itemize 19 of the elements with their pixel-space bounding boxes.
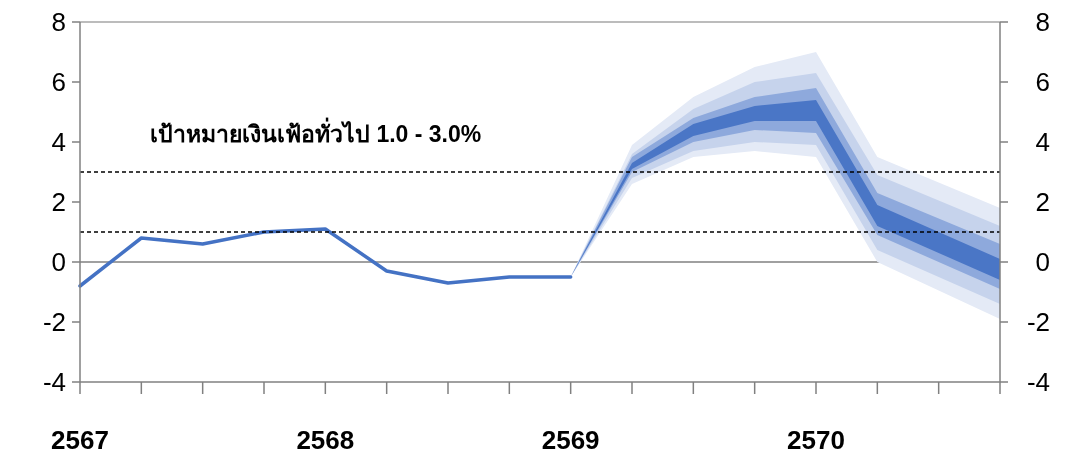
y-tick-label: 0: [51, 247, 66, 277]
y2-tick-label: -2: [1026, 307, 1050, 337]
y2-tick-label: -4: [1026, 367, 1050, 397]
y-tick-label: -4: [42, 367, 66, 397]
x-tick-label: 2567: [51, 425, 109, 455]
x-tick-label: 2569: [541, 425, 600, 455]
annotation: เป้าหมายเงินเฟ้อทั่วไป 1.0 - 3.0%: [150, 117, 482, 147]
x-tick-label: 2570: [787, 425, 845, 455]
y2-tick-label: 0: [1035, 247, 1050, 277]
y2-tick-label: 2: [1035, 187, 1050, 217]
x-tick-label: 2568: [296, 425, 355, 455]
y-tick-label: 6: [51, 67, 66, 97]
y2-tick-label: 8: [1035, 7, 1050, 37]
y-tick-label: -2: [42, 307, 66, 337]
y-tick-label: 8: [51, 7, 66, 37]
y2-tick-label: 6: [1035, 67, 1050, 97]
y-tick-label: 2: [51, 187, 66, 217]
y-tick-label: 4: [51, 127, 66, 157]
y2-tick-label: 4: [1035, 127, 1050, 157]
